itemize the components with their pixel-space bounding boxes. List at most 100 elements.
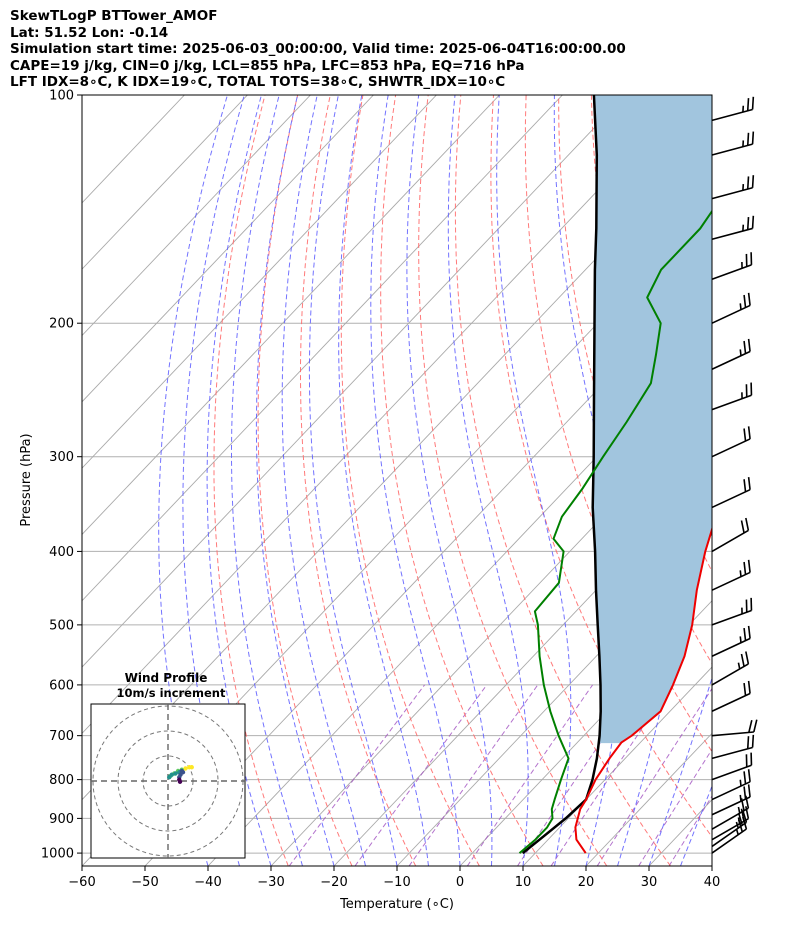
barb-half-flag: [737, 662, 741, 670]
mixing-ratio-line: [354, 684, 488, 866]
y-tick-label: 1000: [41, 847, 74, 862]
isotherm-line: [82, 95, 500, 536]
barb-flag: [743, 682, 747, 696]
dry-adiabat: [340, 95, 480, 866]
dry-adiabat: [213, 95, 289, 866]
wind-barbs: [711, 96, 758, 854]
wind-barb: [711, 680, 751, 712]
time-line: Simulation start time: 2025-06-03_00:00:…: [10, 41, 626, 58]
x-tick-label: 30: [641, 875, 658, 890]
dry-adiabat: [755, 95, 794, 866]
chart-title: SkewTLogP BTTower_AMOF: [10, 8, 218, 24]
barb-shaft: [711, 438, 751, 458]
isotherm-line: [82, 95, 248, 270]
wind-barb: [711, 517, 750, 553]
barb-flag: [743, 428, 747, 442]
wind-barb: [711, 806, 750, 841]
x-tick-label: −40: [194, 875, 221, 890]
isotherm-line: [711, 865, 712, 866]
hodograph-point: [173, 771, 178, 776]
moist-adiabat: [744, 95, 794, 866]
moist-adiabat: [370, 95, 461, 866]
x-tick-label: 40: [704, 875, 721, 890]
y-tick-label: 800: [49, 773, 74, 788]
barb-shaft: [711, 746, 753, 760]
x-tick-label: 10: [515, 875, 532, 890]
x-tick-label: −60: [68, 875, 95, 890]
wind-barb: [711, 292, 751, 324]
barb-flag: [745, 806, 750, 819]
wind-barb: [711, 215, 755, 241]
barb-flag: [753, 719, 758, 733]
y-tick-label: 600: [49, 678, 74, 693]
barb-flag: [751, 175, 755, 188]
isotherm-line: [585, 732, 712, 866]
barb-flag: [746, 98, 750, 111]
index-line: LFT IDX=8∘C, K IDX=19∘C, TOTAL TOTS=38∘C…: [10, 74, 506, 91]
wind-barb: [711, 382, 753, 411]
x-tick-label: −30: [257, 875, 284, 890]
mixing-ratio-line: [638, 748, 712, 866]
hodograph-title: Wind Profile: [125, 671, 208, 685]
barb-shaft: [711, 731, 754, 737]
barb-shaft: [711, 529, 749, 553]
wind-barb: [711, 651, 750, 686]
cape-area: [592, 95, 712, 744]
isotherm-line: [144, 268, 712, 866]
barb-shaft: [711, 108, 753, 122]
y-axis-label: Pressure (hPa): [19, 433, 34, 526]
barb-flag: [743, 786, 747, 800]
barb-half-flag: [739, 636, 742, 643]
barb-flag: [746, 217, 750, 230]
wind-barb: [711, 131, 755, 156]
barb-shaft: [711, 227, 753, 241]
moist-adiabat: [711, 864, 712, 866]
y-tick-label: 100: [49, 89, 74, 104]
wind-barb: [711, 252, 753, 280]
barb-shaft: [711, 264, 752, 280]
wind-barb: [711, 559, 751, 591]
hodograph-ring: [117, 730, 219, 832]
wind-barb: [711, 477, 751, 509]
barb-shaft: [711, 304, 751, 324]
cape-fill: [592, 95, 712, 744]
barb-flag: [743, 771, 747, 785]
barb-flag: [751, 215, 755, 229]
wind-barb: [711, 175, 755, 200]
barb-flag: [746, 176, 750, 190]
x-axis-label: Temperature (∘C): [339, 897, 454, 912]
wind-barb: [711, 769, 751, 801]
moist-adiabat: [308, 95, 398, 866]
barb-flag: [747, 559, 751, 573]
hodograph-subtitle: 10m/s increment: [117, 686, 226, 700]
dry-adiabat: [524, 95, 712, 753]
wind-barb: [711, 338, 751, 370]
mixing-ratio-line: [408, 684, 539, 866]
barb-shaft: [711, 821, 747, 848]
barb-shaft: [711, 637, 751, 657]
dry-adiabat: [418, 95, 608, 866]
y-axis: 100 200 300 400 500 600 700 800 900 1000: [41, 89, 82, 862]
barb-half-flag: [737, 806, 741, 814]
dry-adiabat: [722, 95, 794, 866]
location-line: Lat: 51.52 Lon: -0.14: [10, 24, 169, 41]
hodograph-area: [91, 704, 245, 858]
isotherm-line: [270, 401, 712, 866]
stability-line: CAPE=19 j/kg, CIN=0 j/kg, LCL=855 hPa, L…: [10, 57, 525, 74]
isotherm-line: [522, 666, 712, 866]
moist-adiabat: [338, 95, 429, 866]
barb-shaft: [711, 609, 752, 626]
barb-shaft: [711, 394, 752, 411]
dry-adiabat: [380, 95, 544, 866]
barb-flag: [747, 784, 751, 798]
isotherm-line: [82, 95, 626, 668]
barb-shaft: [711, 663, 749, 686]
barb-shaft: [711, 781, 751, 801]
moist-adiabat: [496, 95, 572, 866]
plot-area: [82, 95, 794, 866]
barb-half-flag: [739, 349, 742, 356]
barb-flag: [740, 520, 745, 534]
wind-barb: [711, 96, 755, 122]
barb-shaft: [711, 807, 749, 830]
